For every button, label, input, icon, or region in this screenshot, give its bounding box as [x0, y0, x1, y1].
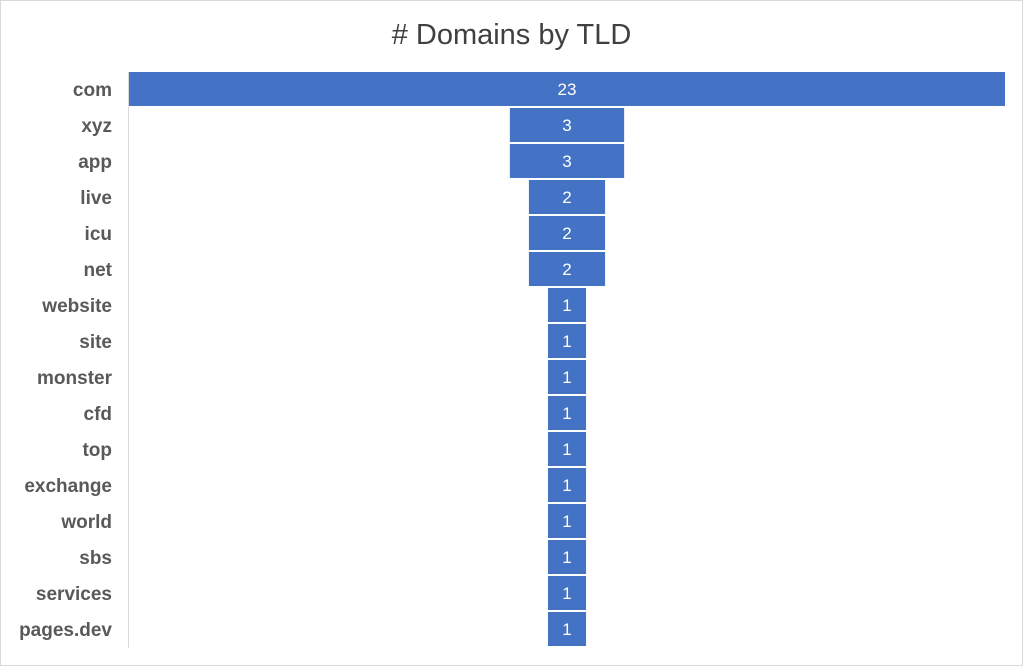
bars-layer — [129, 72, 1005, 646]
data-label-pages-dev: 1 — [562, 620, 571, 639]
data-label-live: 2 — [562, 188, 571, 207]
bar-com — [129, 72, 1005, 106]
bar-website — [547, 288, 587, 322]
bar-site — [547, 324, 587, 358]
bar-sbs — [547, 540, 587, 574]
category-label-site: site — [79, 332, 112, 353]
category-labels: com xyz app live icu net website site monster cfd… — [19, 80, 113, 641]
category-label-xyz: xyz — [81, 116, 112, 137]
data-labels: 23 3 3 2 2 2 1 1 1 1 1 1 1 1 1 1 — [558, 80, 577, 639]
data-label-net: 2 — [562, 260, 571, 279]
bar-exchange — [547, 468, 587, 502]
data-label-top: 1 — [562, 440, 571, 459]
bar-icu — [528, 216, 606, 250]
category-label-cfd: cfd — [84, 404, 113, 425]
bar-monster — [547, 360, 587, 394]
data-label-exchange: 1 — [562, 476, 571, 495]
data-label-monster: 1 — [562, 368, 571, 387]
category-label-services: services — [36, 584, 112, 605]
bar-live — [528, 180, 606, 214]
category-label-sbs: sbs — [79, 548, 112, 569]
category-label-world: world — [60, 512, 112, 533]
category-label-exchange: exchange — [24, 476, 112, 497]
category-label-monster: monster — [37, 368, 113, 389]
bar-pages-dev — [547, 612, 587, 646]
data-label-services: 1 — [562, 584, 571, 603]
data-label-site: 1 — [562, 332, 571, 351]
category-label-icu: icu — [85, 224, 112, 245]
data-label-app: 3 — [562, 152, 571, 171]
chart-title: # Domains by TLD — [391, 19, 632, 51]
category-label-com: com — [73, 80, 112, 101]
data-label-sbs: 1 — [562, 548, 571, 567]
category-label-website: website — [41, 296, 112, 317]
bar-cfd — [547, 396, 587, 430]
category-label-top: top — [82, 440, 112, 461]
category-label-pages-dev: pages.dev — [19, 620, 112, 641]
category-label-net: net — [84, 260, 113, 281]
bar-net — [528, 252, 606, 286]
bar-top — [547, 432, 587, 466]
bar-services — [547, 576, 587, 610]
bar-xyz — [509, 108, 625, 142]
data-label-icu: 2 — [562, 224, 571, 243]
bar-app — [509, 144, 625, 178]
category-label-app: app — [78, 152, 112, 173]
bar-world — [547, 504, 587, 538]
data-label-com: 23 — [558, 80, 577, 99]
data-label-xyz: 3 — [562, 116, 571, 135]
data-label-website: 1 — [562, 296, 571, 315]
category-label-live: live — [80, 188, 112, 209]
data-label-cfd: 1 — [562, 404, 571, 423]
data-label-world: 1 — [562, 512, 571, 531]
